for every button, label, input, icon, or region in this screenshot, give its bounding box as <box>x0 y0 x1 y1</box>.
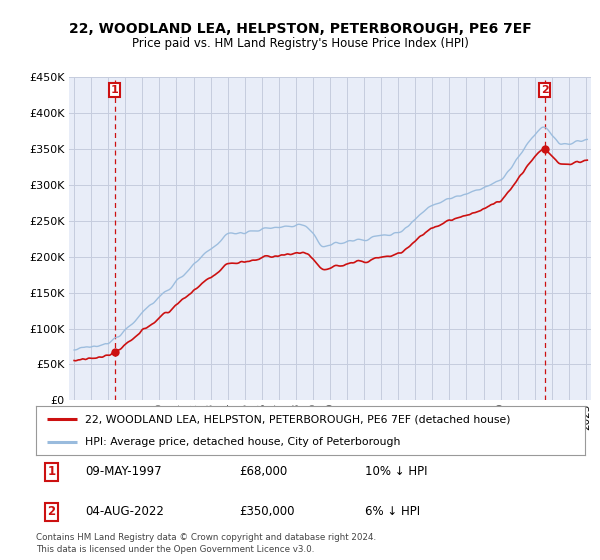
Text: 04-AUG-2022: 04-AUG-2022 <box>85 506 164 519</box>
Text: 10% ↓ HPI: 10% ↓ HPI <box>365 465 428 478</box>
Text: 1: 1 <box>47 465 55 478</box>
Text: £350,000: £350,000 <box>239 506 295 519</box>
Text: 2: 2 <box>541 85 548 95</box>
Text: Contains HM Land Registry data © Crown copyright and database right 2024.
This d: Contains HM Land Registry data © Crown c… <box>36 533 376 554</box>
Text: 2: 2 <box>47 506 55 519</box>
Text: 6% ↓ HPI: 6% ↓ HPI <box>365 506 421 519</box>
Text: HPI: Average price, detached house, City of Peterborough: HPI: Average price, detached house, City… <box>85 437 401 446</box>
Text: 22, WOODLAND LEA, HELPSTON, PETERBOROUGH, PE6 7EF (detached house): 22, WOODLAND LEA, HELPSTON, PETERBOROUGH… <box>85 414 511 424</box>
Text: 1: 1 <box>110 85 118 95</box>
Text: 22, WOODLAND LEA, HELPSTON, PETERBOROUGH, PE6 7EF: 22, WOODLAND LEA, HELPSTON, PETERBOROUGH… <box>68 22 532 36</box>
Text: £68,000: £68,000 <box>239 465 287 478</box>
Text: 09-MAY-1997: 09-MAY-1997 <box>85 465 162 478</box>
Text: Price paid vs. HM Land Registry's House Price Index (HPI): Price paid vs. HM Land Registry's House … <box>131 37 469 50</box>
